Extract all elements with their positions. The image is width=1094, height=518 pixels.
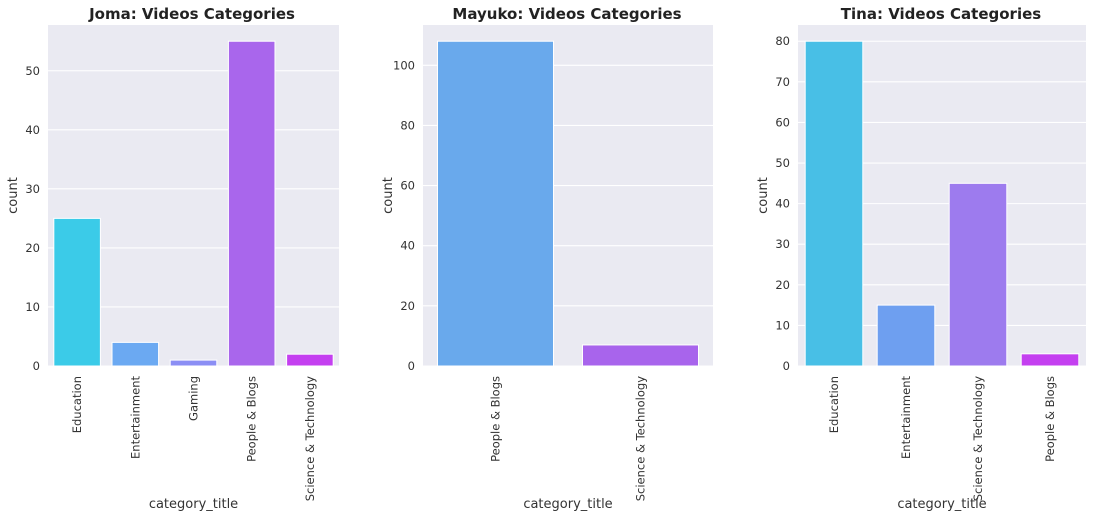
y-tick-label: 60	[775, 115, 790, 129]
x-tick-label: Entertainment	[128, 376, 142, 459]
y-tick-label: 20	[25, 241, 40, 255]
y-tick-label: 20	[400, 299, 415, 313]
x-tick-label: People & Blogs	[1043, 376, 1057, 462]
bar-entertainment	[111, 341, 160, 367]
x-tick-label: Entertainment	[899, 376, 913, 459]
x-axis-label: category_title	[149, 497, 238, 512]
x-axis-label: category_title	[897, 497, 986, 512]
bar-people-blogs	[437, 40, 554, 367]
x-tick-label: Science & Technology	[303, 376, 317, 501]
bar-education	[804, 40, 864, 367]
y-tick-label: 70	[775, 75, 790, 89]
y-tick-label: 80	[400, 118, 415, 132]
x-tick-label: Education	[70, 376, 84, 433]
y-tick-label: 0	[408, 359, 415, 373]
y-tick-label: 30	[775, 237, 790, 251]
bar-people-blogs	[227, 40, 276, 367]
chart-panel-3: 0 10 20 30 40 50 60 70 80 Education Entertainment S…	[756, 5, 1086, 512]
x-axis-label: category_title	[523, 497, 612, 512]
bar-science-technology	[286, 353, 334, 367]
y-axis-label: count	[756, 177, 771, 214]
x-tick-label: Science & Technology	[634, 376, 648, 501]
y-tick-label: 30	[25, 182, 40, 196]
y-tick-label: 40	[25, 123, 40, 137]
x-tick-label: People & Blogs	[489, 376, 503, 462]
y-tick-label: 80	[775, 34, 790, 48]
y-tick-label: 10	[25, 300, 40, 314]
bar-education	[53, 217, 101, 367]
y-tick-label: 50	[25, 64, 40, 78]
chart-panel-2: 0 20 40 60 80 100 People & Blogs Science & Tech…	[381, 5, 713, 512]
y-tick-label: 40	[400, 239, 415, 253]
x-tick-label: Gaming	[187, 376, 201, 421]
bar-gaming	[169, 359, 218, 367]
y-axis-label: count	[6, 177, 21, 214]
chart-title: Mayuko: Videos Categories	[452, 5, 681, 23]
y-tick-label: 40	[775, 197, 790, 211]
y-tick-label: 60	[400, 179, 415, 193]
y-tick-label: 20	[775, 278, 790, 292]
y-tick-label: 50	[775, 156, 790, 170]
bar-entertainment	[876, 304, 936, 367]
x-tick-label: People & Blogs	[245, 376, 259, 462]
bar-science-technology	[948, 182, 1008, 367]
y-axis-label: count	[381, 177, 396, 214]
bar-science-technology	[582, 344, 699, 367]
chart-title: Tina: Videos Categories	[841, 5, 1041, 23]
chart-panel-1: 0 10 20 30 40 50 Education Entertainment Gaming P…	[6, 5, 339, 512]
chart-title: Joma: Videos Categories	[88, 5, 295, 23]
y-tick-label: 0	[33, 359, 40, 373]
y-tick-label: 0	[783, 359, 790, 373]
x-tick-label: Education	[827, 376, 841, 433]
bar-people-blogs	[1020, 353, 1080, 367]
x-tick-label: Science & Technology	[971, 376, 985, 501]
y-tick-label: 100	[393, 58, 415, 72]
y-tick-label: 10	[775, 318, 790, 332]
